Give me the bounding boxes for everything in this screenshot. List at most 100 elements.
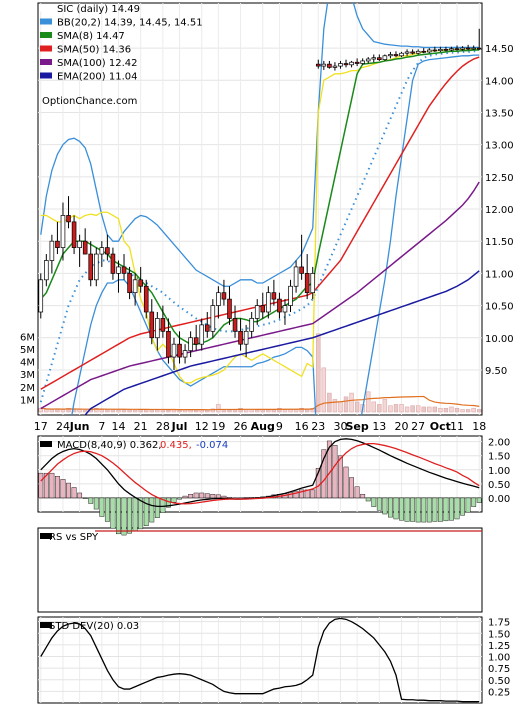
macd-histogram-bar bbox=[149, 497, 155, 523]
macd-histogram-bar bbox=[388, 497, 393, 518]
candle-body bbox=[332, 65, 338, 68]
candle-body bbox=[204, 324, 210, 332]
x-axis-label: 19 bbox=[211, 420, 225, 433]
macd-histogram-bar bbox=[171, 497, 177, 503]
macd-histogram-bar bbox=[210, 494, 216, 499]
candle-body bbox=[377, 57, 382, 60]
volume-bar bbox=[316, 333, 321, 413]
macd-histogram-bar bbox=[437, 497, 443, 522]
macd-histogram-bar bbox=[404, 497, 410, 522]
macd-signal-line bbox=[40, 442, 480, 505]
candle-body bbox=[199, 324, 205, 345]
x-axis-label: Jun bbox=[69, 420, 90, 433]
price-tick-label: 13.00 bbox=[485, 141, 514, 152]
rs-panel-frame bbox=[37, 527, 483, 613]
volume-average-line bbox=[40, 395, 480, 411]
candle-body bbox=[304, 273, 310, 294]
candle-body bbox=[227, 298, 232, 319]
candle-body bbox=[193, 337, 199, 345]
legend-label: SMA(50) 14.36 bbox=[57, 45, 131, 56]
macd-histogram-bar bbox=[132, 497, 138, 531]
macd-histogram-bar bbox=[221, 495, 227, 499]
x-axis-label: 9 bbox=[276, 420, 283, 433]
bollinger-upper-line bbox=[40, 3, 480, 287]
macd-legend-signal: 0.435, bbox=[160, 440, 192, 451]
volume-bar bbox=[310, 407, 315, 413]
volume-bar bbox=[216, 404, 221, 413]
price-tick-label: 12.50 bbox=[485, 173, 514, 184]
x-axis-label: 24 bbox=[56, 420, 70, 433]
macd-histogram-bar bbox=[415, 497, 421, 523]
legend-swatch bbox=[40, 32, 52, 38]
macd-histogram-bar bbox=[299, 489, 305, 499]
macd-histogram-bar bbox=[143, 497, 149, 526]
volume-bar bbox=[49, 409, 55, 413]
macd-histogram-bar bbox=[88, 497, 94, 504]
candle-body bbox=[343, 63, 349, 66]
macd-histogram-bar bbox=[376, 497, 382, 511]
macd-histogram-bar bbox=[465, 497, 471, 513]
std-tick-label: 1.75 bbox=[488, 618, 510, 629]
candle-body bbox=[160, 318, 166, 332]
x-axis-label: Jul bbox=[171, 420, 188, 433]
candle-body bbox=[188, 337, 193, 351]
volume-tick-label: 2M bbox=[20, 383, 35, 394]
std-tick-label: 0.50 bbox=[488, 676, 510, 687]
macd-histogram-bar bbox=[421, 497, 427, 523]
volume-bar bbox=[410, 405, 415, 413]
macd-tick-label: 0.00 bbox=[488, 494, 510, 505]
volume-bar bbox=[438, 407, 443, 413]
candle-body bbox=[171, 343, 177, 358]
volume-bar bbox=[460, 409, 465, 413]
volume-bar bbox=[343, 396, 349, 413]
macd-histogram-bar bbox=[204, 493, 210, 499]
volume-bar bbox=[293, 409, 299, 413]
macd-tick-label: 0.50 bbox=[488, 480, 510, 491]
candle-body bbox=[132, 279, 138, 294]
candle-body bbox=[266, 292, 271, 313]
macd-histogram-bar bbox=[188, 494, 194, 499]
legend-swatch bbox=[40, 59, 52, 65]
legend-swatch bbox=[40, 72, 52, 79]
candle-body bbox=[293, 266, 299, 287]
candle-body bbox=[393, 54, 399, 57]
std-legend-label: STD DEV(20) 0.03 bbox=[49, 621, 139, 632]
macd-histogram-bar bbox=[38, 472, 44, 499]
std-tick-label: 1.00 bbox=[488, 653, 510, 664]
candle-body bbox=[110, 253, 116, 274]
candle-body bbox=[360, 60, 365, 64]
volume-bar bbox=[465, 409, 471, 413]
legend-label: SMA(8) 14.47 bbox=[57, 31, 125, 42]
price-yellow-line bbox=[40, 48, 480, 384]
macd-histogram-bar bbox=[199, 492, 205, 499]
candle-body bbox=[66, 215, 71, 223]
candle-body bbox=[277, 298, 282, 313]
candle-body bbox=[121, 266, 127, 274]
candle-body bbox=[388, 54, 393, 57]
volume-bar bbox=[338, 401, 343, 413]
macd-histogram-bar bbox=[99, 497, 105, 517]
volume-bar bbox=[477, 409, 482, 413]
volume-bar bbox=[404, 406, 410, 413]
volume-bar bbox=[354, 401, 360, 413]
legend-swatch bbox=[40, 18, 52, 25]
volume-bar bbox=[449, 406, 454, 413]
macd-tick-label: 1.50 bbox=[488, 452, 510, 463]
volume-bar bbox=[227, 409, 232, 413]
macd-histogram-bar bbox=[354, 486, 360, 499]
volume-bar bbox=[132, 409, 138, 413]
price-tick-label: 14.50 bbox=[485, 44, 514, 55]
volume-bar bbox=[155, 409, 160, 413]
candle-body bbox=[471, 47, 476, 50]
macd-legend-swatch bbox=[40, 441, 52, 447]
volume-bar bbox=[382, 399, 388, 413]
candle-body bbox=[127, 273, 132, 294]
x-axis-label: 17 bbox=[34, 420, 48, 433]
candle-body bbox=[382, 55, 388, 60]
x-axis-label: Sep bbox=[345, 420, 368, 433]
macd-histogram-bar bbox=[476, 497, 482, 503]
macd-histogram-bar bbox=[66, 482, 71, 499]
legend-swatch bbox=[39, 4, 53, 12]
candle-body bbox=[371, 57, 377, 60]
